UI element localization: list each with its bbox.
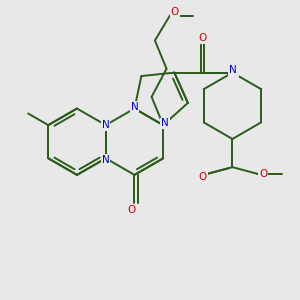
Text: N: N xyxy=(130,101,138,112)
Text: O: O xyxy=(127,205,135,215)
Text: O: O xyxy=(171,7,179,16)
Text: O: O xyxy=(198,33,207,43)
Text: N: N xyxy=(102,120,110,130)
Text: O: O xyxy=(259,169,267,179)
Text: N: N xyxy=(102,155,110,165)
Text: N: N xyxy=(161,118,169,128)
Text: N: N xyxy=(229,65,236,75)
Text: N: N xyxy=(230,66,238,76)
Text: O: O xyxy=(198,172,207,182)
